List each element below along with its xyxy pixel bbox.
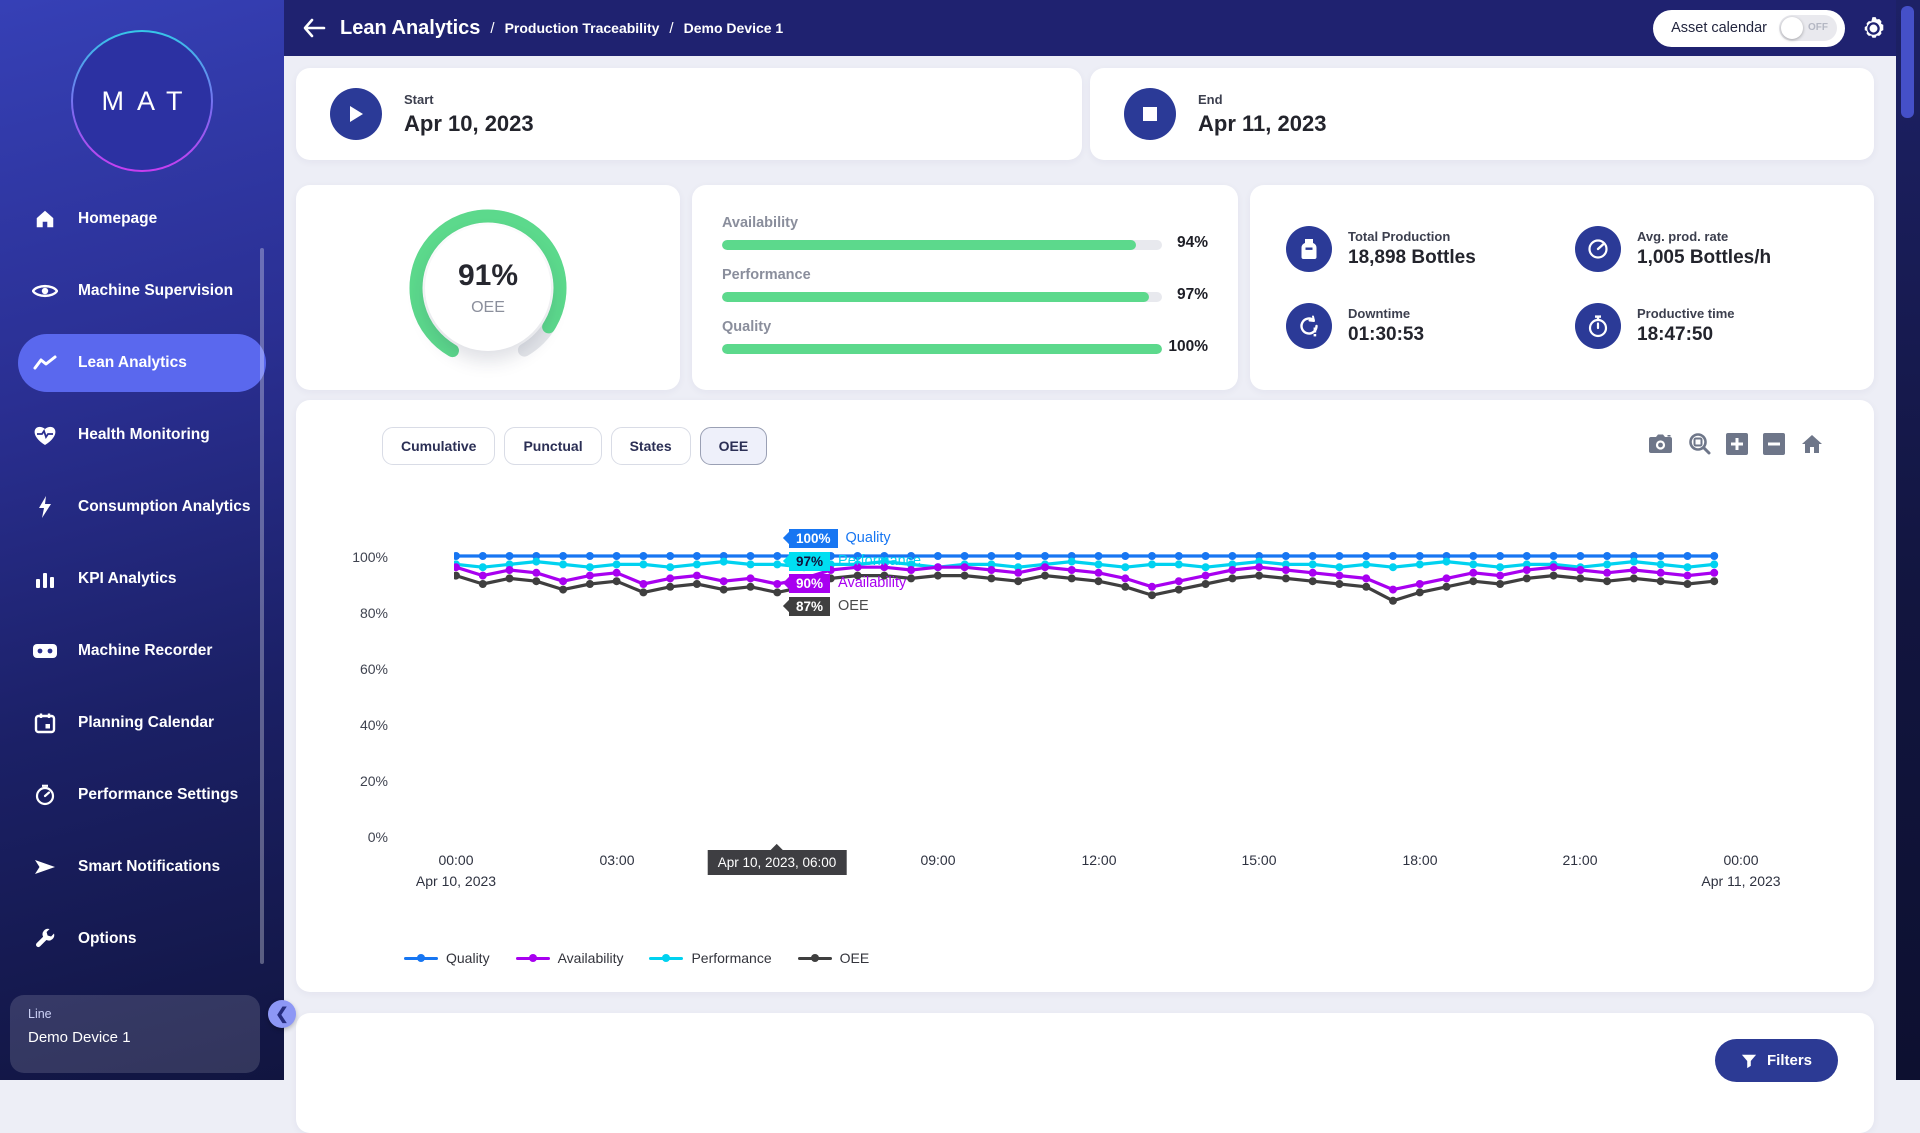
chart-tabs: Cumulative Punctual States OEE xyxy=(382,427,768,465)
sidebar-item-kpi-analytics[interactable]: KPI Analytics xyxy=(18,550,266,608)
zoom-box-icon[interactable] xyxy=(1688,432,1711,455)
oee-gauge-card: 91% OEE xyxy=(296,185,680,390)
mat-logo: MAT xyxy=(71,30,213,172)
total-production-stat: Total Production 18,898 Bottles xyxy=(1286,215,1565,283)
legend-oee[interactable]: OEE xyxy=(797,950,869,966)
sidebar: MAT Homepage Machine Supervision Lean An… xyxy=(0,0,284,1080)
topbar: Lean Analytics / Production Traceability… xyxy=(284,0,1920,56)
line-label: Line xyxy=(28,1007,52,1021)
x-axis-hover-tooltip: Apr 10, 2023, 06:00 xyxy=(707,850,847,875)
line-value: Demo Device 1 xyxy=(28,1029,131,1046)
downtime-stat: Downtime 01:30:53 xyxy=(1286,293,1565,361)
line-selector-card[interactable]: Line Demo Device 1 xyxy=(10,995,260,1073)
performance-bar: Performance 97% xyxy=(722,267,1208,303)
sidebar-item-machine-supervision[interactable]: Machine Supervision xyxy=(18,262,266,320)
recorder-icon xyxy=(32,642,58,660)
sidebar-item-options[interactable]: Options xyxy=(18,910,266,968)
sidebar-item-smart-notifications[interactable]: Smart Notifications xyxy=(18,838,266,896)
trend-line-icon xyxy=(32,354,58,372)
filter-funnel-icon xyxy=(1741,1054,1757,1068)
home-icon xyxy=(32,208,58,230)
stop-icon[interactable] xyxy=(1124,88,1176,140)
tooltip-oee: 87% OEE xyxy=(789,595,869,617)
bottle-icon xyxy=(1286,225,1332,272)
bar-chart-icon xyxy=(32,569,58,589)
tooltip-quality: 100% Quality xyxy=(789,527,891,549)
oee-gauge-label: OEE xyxy=(471,298,505,316)
tab-oee[interactable]: OEE xyxy=(699,427,768,465)
tab-cumulative[interactable]: Cumulative xyxy=(382,427,496,465)
chart-toolbar xyxy=(1648,432,1824,455)
productive-time-stat: Productive time 18:47:50 xyxy=(1575,293,1854,361)
tooltip-availability: 90% Availability xyxy=(789,572,906,594)
send-icon xyxy=(32,857,58,877)
play-icon[interactable] xyxy=(330,88,382,140)
tab-punctual[interactable]: Punctual xyxy=(504,427,602,465)
page-title: Lean Analytics xyxy=(340,16,481,39)
oee-line-chart[interactable] xyxy=(454,550,1744,842)
home-reset-icon[interactable] xyxy=(1800,433,1824,455)
stopwatch-icon xyxy=(1575,303,1621,350)
production-stats-card: Total Production 18,898 Bottles Avg. pro… xyxy=(1250,185,1874,390)
gear-icon[interactable] xyxy=(1861,16,1886,41)
toggle-off[interactable]: OFF xyxy=(1779,15,1837,41)
eye-icon xyxy=(32,281,58,301)
sidebar-scrollbar[interactable] xyxy=(260,248,264,964)
tab-states[interactable]: States xyxy=(610,427,691,465)
filters-button[interactable]: Filters xyxy=(1714,1039,1838,1082)
chart-legend: Quality Availability Performance OEE xyxy=(404,950,869,966)
page-scrollbar-track[interactable] xyxy=(1896,0,1920,1080)
zoom-in-icon[interactable] xyxy=(1726,432,1748,455)
end-date-card[interactable]: End Apr 11, 2023 xyxy=(1090,68,1874,160)
wrench-icon xyxy=(32,928,58,950)
logo-text: MAT xyxy=(101,85,196,116)
sidebar-item-homepage[interactable]: Homepage xyxy=(18,190,266,248)
legend-availability[interactable]: Availability xyxy=(515,950,623,966)
quality-bar: Quality 100% xyxy=(722,319,1208,355)
oee-gauge: 91% OEE xyxy=(403,203,573,373)
legend-quality[interactable]: Quality xyxy=(404,950,490,966)
oee-gauge-value: 91% xyxy=(457,258,519,292)
page-scrollbar-thumb[interactable] xyxy=(1901,6,1914,118)
sidebar-item-consumption-analytics[interactable]: Consumption Analytics xyxy=(18,478,266,536)
toggle-knob xyxy=(1781,17,1803,39)
asset-calendar-toggle[interactable]: Asset calendar OFF xyxy=(1653,9,1845,47)
speedometer-icon xyxy=(32,784,58,806)
sidebar-collapse-button[interactable]: ❮ xyxy=(268,1000,296,1028)
camera-icon[interactable] xyxy=(1648,433,1673,455)
start-date-value: Apr 10, 2023 xyxy=(404,110,534,136)
main-content: Start Apr 10, 2023 End Apr 11, 2023 91% … xyxy=(284,56,1896,1133)
availability-bar: Availability 94% xyxy=(722,215,1208,251)
bolt-icon xyxy=(32,495,58,519)
breadcrumb-demo-device[interactable]: Demo Device 1 xyxy=(683,20,784,36)
heart-pulse-icon xyxy=(32,424,58,446)
back-arrow-icon[interactable] xyxy=(302,18,326,38)
legend-performance[interactable]: Performance xyxy=(649,950,772,966)
kpi-bars-card: Availability 94% Performance 97% Quality… xyxy=(692,185,1238,390)
breadcrumb-production-traceability[interactable]: Production Traceability xyxy=(504,20,660,36)
tooltip-performance: 97% Performance xyxy=(789,550,921,572)
zoom-out-icon[interactable] xyxy=(1763,432,1785,455)
calendar-icon xyxy=(32,712,58,734)
sidebar-item-health-monitoring[interactable]: Health Monitoring xyxy=(18,406,266,464)
sidebar-item-lean-analytics[interactable]: Lean Analytics xyxy=(18,334,266,392)
end-date-value: Apr 11, 2023 xyxy=(1198,110,1327,136)
sidebar-item-planning-calendar[interactable]: Planning Calendar xyxy=(18,694,266,752)
start-date-card[interactable]: Start Apr 10, 2023 xyxy=(296,68,1082,160)
sidebar-item-performance-settings[interactable]: Performance Settings xyxy=(18,766,266,824)
bottom-section-card: Filters xyxy=(296,1013,1874,1133)
avg-prod-rate-stat: Avg. prod. rate 1,005 Bottles/h xyxy=(1575,215,1854,283)
sidebar-nav: Homepage Machine Supervision Lean Analyt… xyxy=(0,190,284,968)
downtime-icon xyxy=(1286,303,1332,350)
rate-gauge-icon xyxy=(1575,225,1621,272)
oee-chart-card: Cumulative Punctual States OEE 100% 80% 60… xyxy=(296,400,1874,992)
sidebar-item-machine-recorder[interactable]: Machine Recorder xyxy=(18,622,266,680)
